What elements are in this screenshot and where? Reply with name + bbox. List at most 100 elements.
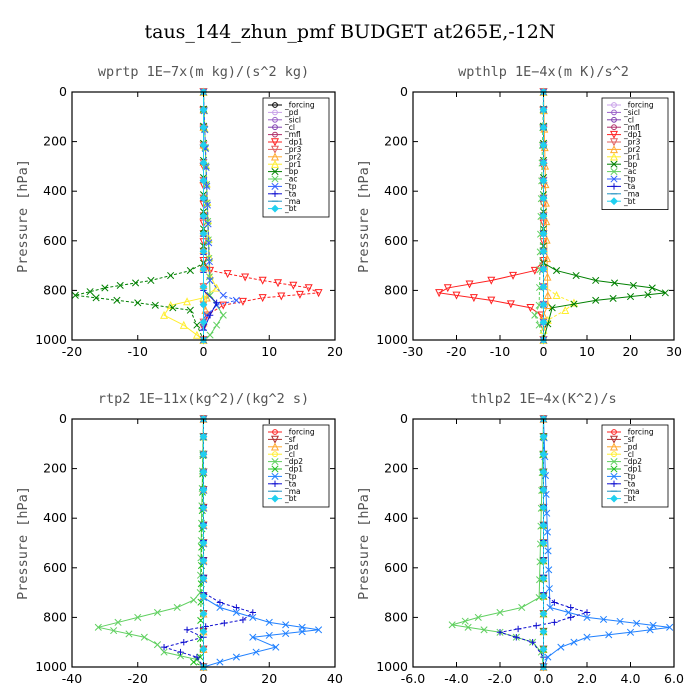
data-point (199, 158, 208, 167)
legend-entry: _dp2 (623, 457, 642, 466)
series-line (75, 92, 204, 341)
data-point (496, 608, 504, 616)
data-point (530, 266, 539, 275)
data-point (626, 293, 635, 301)
data-point (232, 653, 240, 661)
series-dp1 (435, 88, 548, 345)
data-point (569, 298, 578, 307)
x-tick-label: -2.0 (488, 671, 512, 686)
data-point (539, 300, 548, 309)
data-point (543, 509, 551, 517)
data-point (193, 321, 201, 329)
panel-4: thlp2 1E−4x(K^2)/s Pressure [hPa] -6.0 -4.0… (356, 391, 684, 686)
data-point (272, 643, 280, 651)
data-point (206, 291, 214, 299)
data-point (539, 176, 548, 185)
y-tick-label: 0 (400, 411, 408, 426)
data-point (474, 613, 482, 621)
data-point (241, 273, 250, 282)
data-point (223, 270, 232, 279)
data-point (199, 609, 208, 618)
y-tick-label: 200 (43, 461, 67, 476)
legend-entry: _cl (623, 450, 634, 459)
data-point (649, 621, 657, 629)
data-point (539, 609, 548, 618)
data-point (186, 267, 194, 275)
series-bt (539, 88, 548, 344)
y-tick-label: 600 (43, 233, 67, 248)
legend-marker (271, 175, 279, 183)
data-point (544, 547, 552, 555)
series-bt (539, 415, 548, 671)
y-tick-label: 600 (43, 560, 67, 575)
data-point (110, 627, 118, 635)
panel-3: rtp2 1E−11x(kg^2)/(kg^2 s) Pressure [hPa]… (15, 391, 343, 686)
x-tick-label: 20 (261, 671, 277, 686)
legend-entry: _tp (284, 182, 297, 191)
data-point (252, 648, 260, 656)
data-point (199, 123, 208, 132)
legend-marker (272, 451, 278, 458)
legend-marker (271, 168, 279, 176)
y-tick-label: 1000 (376, 659, 408, 674)
legend-entry: _ma (623, 189, 640, 198)
legend-marker (611, 102, 617, 108)
x-tick-label: -6.0 (401, 671, 425, 686)
data-point (289, 281, 298, 290)
data-point (199, 627, 208, 636)
data-point (539, 503, 548, 512)
y-tick-label: 800 (384, 282, 408, 297)
data-point (539, 247, 548, 256)
data-point (199, 556, 208, 565)
legend-marker (610, 175, 618, 183)
data-point (282, 629, 290, 638)
data-point (199, 645, 208, 654)
data-point (541, 198, 550, 207)
data-point (282, 621, 290, 629)
x-tick-label: -4.0 (444, 671, 468, 686)
data-point (199, 521, 208, 530)
data-point (298, 628, 306, 636)
data-point (539, 265, 548, 274)
data-point (216, 658, 224, 666)
data-point (551, 619, 558, 626)
data-point (199, 105, 208, 114)
data-point (199, 282, 208, 291)
data-point (193, 653, 201, 661)
figure-title: taus_144_zhun_pmf BUDGET at265E,-12N (144, 21, 555, 43)
data-point (134, 299, 142, 307)
series-line (162, 419, 254, 668)
x-tick-label: 20 (623, 344, 639, 359)
legend-marker (610, 465, 618, 473)
data-point (212, 283, 221, 292)
data-point (213, 299, 220, 306)
data-point (249, 609, 257, 616)
data-point (199, 229, 208, 238)
data-point (539, 627, 548, 636)
data-point (539, 556, 548, 565)
legend-marker (270, 138, 280, 147)
data-point (199, 318, 208, 327)
data-point (513, 634, 520, 641)
legend-marker (271, 480, 279, 487)
x-tick-label: 10 (579, 344, 595, 359)
x-tick-label: 6.0 (664, 671, 684, 686)
data-point (101, 284, 109, 292)
data-point (539, 485, 548, 494)
legend-entry: _pr3 (623, 138, 641, 147)
x-tick-label: 10 (261, 344, 277, 359)
data-point (542, 217, 551, 226)
data-point (277, 292, 286, 301)
legend-marker (271, 458, 279, 466)
legend-marker (271, 494, 279, 503)
panel-title: rtp2 1E−11x(kg^2)/(kg^2 s) (98, 391, 309, 407)
data-point (203, 182, 211, 190)
legend-box (262, 424, 330, 508)
data-point (526, 304, 535, 313)
data-point (539, 432, 548, 441)
data-point (567, 604, 574, 611)
data-point (539, 539, 548, 547)
data-point (199, 592, 208, 601)
legend-marker (610, 494, 618, 503)
legend: _forcing_pd_sicl_cl_mfl_dp1_pr3_pr2_pr1_… (262, 97, 330, 218)
